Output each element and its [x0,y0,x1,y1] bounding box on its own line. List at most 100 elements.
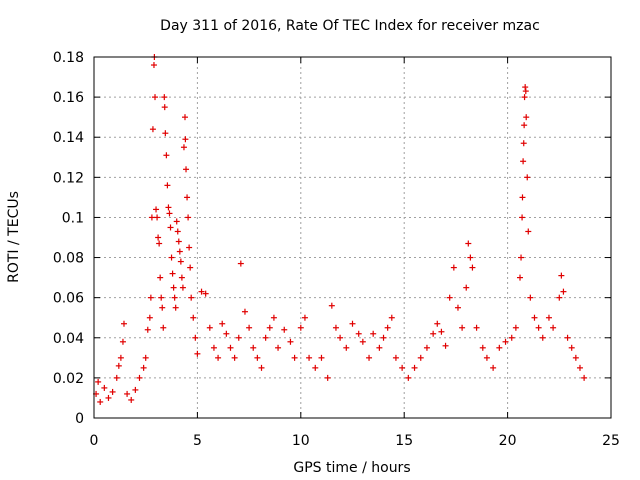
data-point [366,354,373,361]
data-point [156,240,163,247]
data-point [328,302,335,309]
data-point [521,122,528,129]
data-point [187,264,194,271]
data-point [324,374,331,381]
data-point [332,324,339,331]
data-point [144,326,151,333]
y-tick-label: 0.02 [53,371,84,387]
data-point [539,334,546,341]
data-point [442,342,449,349]
data-point [254,354,261,361]
data-point [147,294,154,301]
data-point [154,214,161,221]
data-point [459,324,466,331]
data-point [438,328,445,335]
data-point [301,314,308,321]
data-point [522,88,529,95]
data-point [174,228,181,235]
data-point [392,354,399,361]
data-point [165,204,172,211]
data-point [181,114,188,121]
data-point [359,338,366,345]
y-tick-label: 0.18 [53,50,84,66]
y-tick-label: 0.06 [53,291,84,307]
data-point [183,166,190,173]
data-point [479,344,486,351]
grid-lines [94,57,611,418]
data-point [417,354,424,361]
data-points [93,54,588,405]
data-point [370,330,377,337]
data-point [297,324,304,331]
data-point [146,314,153,321]
data-point [177,258,184,265]
data-point [149,126,156,133]
data-point [405,374,412,381]
data-point [512,324,519,331]
x-axis-label: GPS time / hours [293,460,410,476]
data-point [109,388,116,395]
data-point [465,240,472,247]
data-point [175,238,182,245]
data-point [124,390,131,397]
data-point [194,350,201,357]
data-point [520,158,527,165]
data-point [556,294,563,301]
data-point [454,304,461,311]
y-tick-label: 0 [75,411,84,427]
data-point [119,338,126,345]
x-tick-label: 0 [90,433,99,449]
data-point [266,324,273,331]
data-point [312,364,319,371]
data-point [227,344,234,351]
data-point [158,294,165,301]
data-point [120,320,127,327]
data-point [132,386,139,393]
data-point [399,364,406,371]
data-point [164,182,171,189]
data-point [153,206,160,213]
y-tick-label: 0.1 [62,210,84,226]
y-tick-label: 0.12 [53,170,84,186]
data-point [210,344,217,351]
data-point [343,344,350,351]
data-point [97,398,104,405]
x-tick-label: 5 [193,433,202,449]
data-point [450,264,457,271]
chart-title: Day 311 of 2016, Rate Of TEC Index for r… [160,18,540,34]
plot-frame [93,56,612,419]
data-point [490,364,497,371]
data-point [384,324,391,331]
data-point [179,284,186,291]
data-point [161,94,168,101]
tick-labels: 0 0.02 0.04 0.06 0.08 0.1 0.12 0.14 0.16 0.18 0 5 10… [53,50,620,449]
data-point [168,254,175,261]
data-point [306,354,313,361]
data-point [446,294,453,301]
data-point [576,364,583,371]
y-tick-label: 0.04 [53,331,84,347]
data-point [152,94,159,101]
data-point [235,334,242,341]
data-point [198,288,205,295]
data-point [520,140,527,147]
data-point [173,218,180,225]
x-tick-label: 20 [499,433,517,449]
data-point [206,324,213,331]
y-tick-label: 0.08 [53,251,84,267]
data-point [523,114,530,121]
data-point [275,344,282,351]
data-point [157,274,164,281]
data-point [258,364,265,371]
axis-ticks [93,56,612,419]
data-point [287,338,294,345]
data-point [467,254,474,261]
data-point [172,304,179,311]
data-point [531,314,538,321]
data-point [159,304,166,311]
data-point [496,344,503,351]
y-axis-label: ROTI / TECUs [6,191,22,283]
data-point [518,254,525,261]
data-point [281,326,288,333]
data-point [117,354,124,361]
